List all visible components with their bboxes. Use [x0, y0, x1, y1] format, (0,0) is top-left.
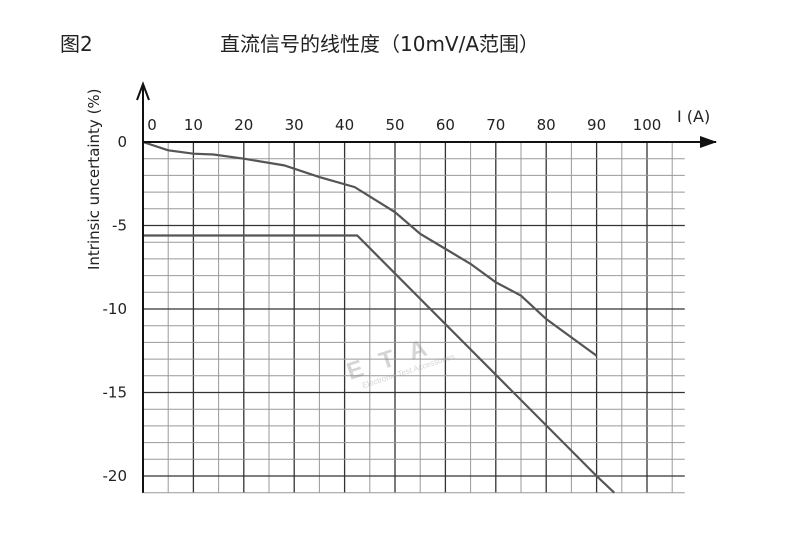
y-tick-label: -10	[103, 300, 128, 318]
x-tick-label: 10	[184, 116, 203, 134]
y-tick-label: -20	[103, 467, 128, 485]
x-tick-label: 90	[587, 116, 606, 134]
y-tick-label: -15	[103, 384, 128, 402]
x-tick-label: 70	[486, 116, 505, 134]
x-axis-arrow	[700, 136, 717, 148]
x-tick-label: 0	[147, 116, 157, 134]
x-axis-label: I (A)	[677, 107, 710, 126]
x-tick-label: 50	[385, 116, 404, 134]
chart-title: 直流信号的线性度（10mV/A范围）	[220, 32, 540, 56]
y-axis-label: Intrinsic uncertainty (%)	[85, 88, 103, 270]
x-tick-label: 60	[436, 116, 455, 134]
figure-label: 图2	[60, 32, 93, 56]
grid	[142, 141, 685, 494]
y-tick-label: 0	[117, 133, 127, 151]
x-tick-label: 30	[285, 116, 304, 134]
x-tick-label: 20	[234, 116, 253, 134]
series-line-2	[143, 234, 615, 494]
series-line-1	[142, 140, 598, 357]
y-axis-arrow	[136, 81, 150, 101]
x-tick-label: 80	[537, 116, 556, 134]
y-tick-label: -5	[112, 217, 127, 235]
watermark: ETA Electronic Test Accessories	[344, 329, 456, 390]
x-tick-label: 40	[335, 116, 354, 134]
x-tick-label: 100	[633, 116, 662, 134]
